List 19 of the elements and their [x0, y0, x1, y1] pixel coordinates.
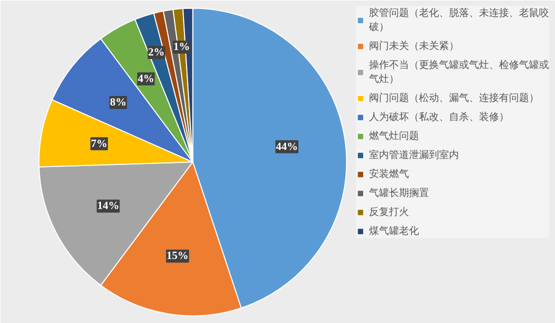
- legend-label: 人为破坏（私改、自杀、装修）: [369, 110, 509, 124]
- legend-label: 反复打火: [369, 206, 409, 219]
- data-label: 7%: [90, 138, 108, 150]
- data-label: 1%: [173, 41, 190, 54]
- legend-label: 燃气灶问题: [369, 130, 419, 143]
- legend-label: 阀门问题（松动、漏气、连接有问题）: [369, 92, 539, 105]
- legend-label: 室内管道泄漏到室内: [369, 148, 459, 162]
- legend-label: 煤气罐老化: [369, 224, 419, 238]
- legend-label: 阀门未关（未关紧）: [369, 40, 459, 53]
- data-label: 44%: [276, 140, 298, 153]
- legend-label: 操作不当（更换气罐或气灶、检修气罐或气灶）: [369, 58, 549, 86]
- data-label: 15%: [166, 250, 189, 262]
- data-label: 4%: [138, 72, 154, 85]
- legend-label: 安装燃气: [369, 168, 409, 181]
- data-label: 8%: [110, 96, 126, 109]
- data-label: 2%: [148, 46, 165, 59]
- legend-label: 气罐长期搁置: [369, 186, 429, 200]
- data-label: 14%: [97, 200, 120, 212]
- legend-label: 胶管问题（老化、脱落、未连接、老鼠咬破）: [369, 6, 549, 34]
